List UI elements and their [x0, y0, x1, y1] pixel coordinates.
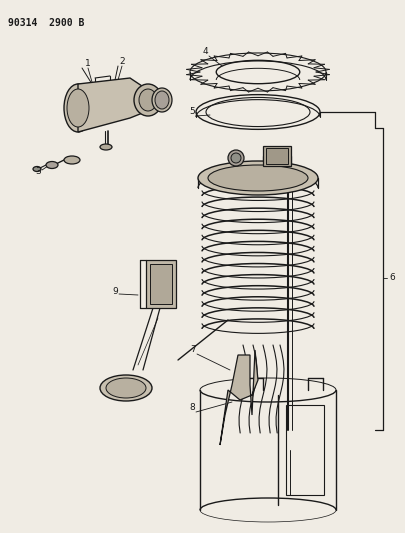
Polygon shape — [78, 78, 148, 132]
Ellipse shape — [134, 84, 162, 116]
Polygon shape — [220, 350, 258, 445]
Ellipse shape — [198, 161, 318, 195]
Ellipse shape — [106, 378, 146, 398]
Text: 6: 6 — [389, 273, 395, 282]
Bar — [263, 146, 291, 166]
Text: 5: 5 — [189, 108, 195, 117]
Ellipse shape — [100, 375, 152, 401]
Ellipse shape — [67, 89, 89, 127]
Ellipse shape — [139, 89, 157, 111]
Text: 4: 4 — [202, 47, 208, 56]
Text: 7: 7 — [190, 345, 196, 354]
Ellipse shape — [46, 161, 58, 168]
Text: 8: 8 — [189, 403, 195, 413]
Ellipse shape — [228, 150, 244, 166]
Ellipse shape — [33, 166, 41, 172]
Ellipse shape — [64, 156, 80, 164]
Ellipse shape — [152, 88, 172, 112]
Ellipse shape — [231, 153, 241, 163]
Ellipse shape — [208, 165, 308, 191]
Bar — [146, 260, 176, 308]
Text: 2: 2 — [119, 58, 125, 67]
Text: 1: 1 — [85, 60, 91, 69]
Text: 9: 9 — [112, 287, 118, 296]
Bar — [286, 405, 324, 495]
Ellipse shape — [155, 91, 169, 109]
Ellipse shape — [100, 144, 112, 150]
Text: 3: 3 — [35, 167, 41, 176]
Text: 90314  2900 B: 90314 2900 B — [8, 18, 84, 28]
Bar — [266, 148, 288, 164]
Bar — [150, 264, 172, 304]
Ellipse shape — [64, 84, 92, 132]
